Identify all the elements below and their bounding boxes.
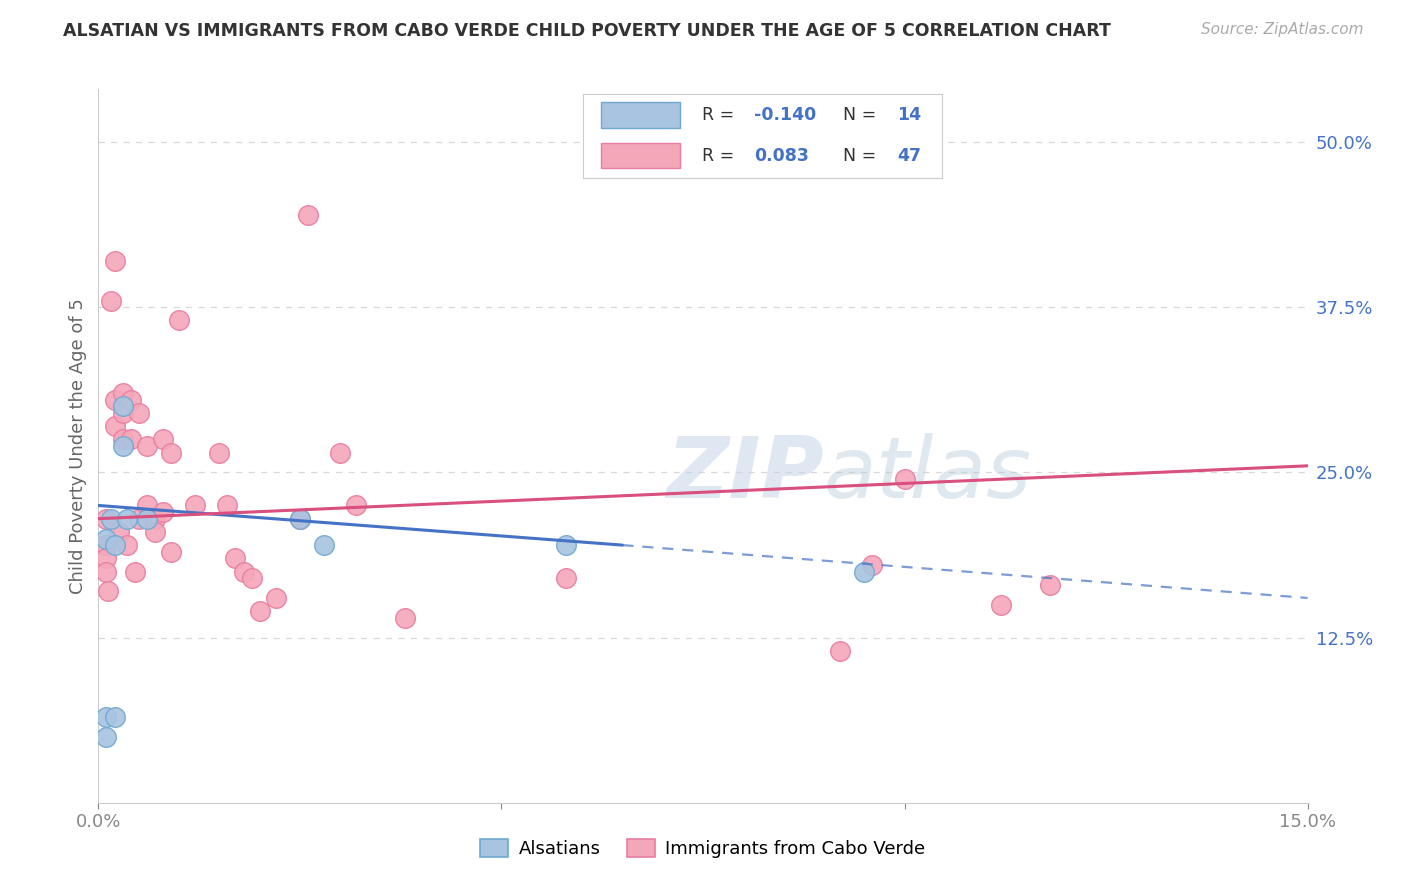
Point xyxy=(853,565,876,579)
Point xyxy=(111,439,134,453)
Point xyxy=(96,710,118,724)
Point xyxy=(103,710,125,724)
Point xyxy=(143,524,166,539)
Point xyxy=(120,392,142,407)
Point xyxy=(860,558,883,572)
Text: 47: 47 xyxy=(897,146,921,164)
Point xyxy=(297,208,319,222)
Point xyxy=(96,551,118,566)
Point xyxy=(152,433,174,447)
Point xyxy=(96,532,118,546)
Text: ZIP: ZIP xyxy=(666,433,824,516)
Point xyxy=(160,545,183,559)
Text: ALSATIAN VS IMMIGRANTS FROM CABO VERDE CHILD POVERTY UNDER THE AGE OF 5 CORRELAT: ALSATIAN VS IMMIGRANTS FROM CABO VERDE C… xyxy=(63,22,1111,40)
Point xyxy=(135,439,157,453)
Text: Source: ZipAtlas.com: Source: ZipAtlas.com xyxy=(1201,22,1364,37)
Point xyxy=(314,538,336,552)
Text: R =: R = xyxy=(702,146,740,164)
Point xyxy=(96,538,118,552)
Point xyxy=(1039,578,1062,592)
Point xyxy=(555,538,578,552)
Point xyxy=(111,406,134,420)
Point xyxy=(264,591,287,605)
Point xyxy=(103,538,125,552)
Text: atlas: atlas xyxy=(824,433,1032,516)
Text: -0.140: -0.140 xyxy=(754,106,815,124)
Point xyxy=(167,313,190,327)
Point xyxy=(124,565,146,579)
Point xyxy=(111,433,134,447)
Y-axis label: Child Poverty Under the Age of 5: Child Poverty Under the Age of 5 xyxy=(69,298,87,594)
Point xyxy=(103,254,125,268)
Point xyxy=(152,505,174,519)
Point xyxy=(107,524,129,539)
Point xyxy=(100,511,122,525)
Point xyxy=(288,511,311,525)
Point xyxy=(555,571,578,585)
Point xyxy=(135,499,157,513)
Text: 14: 14 xyxy=(897,106,921,124)
Text: N =: N = xyxy=(844,146,882,164)
Text: N =: N = xyxy=(844,106,882,124)
Point xyxy=(111,400,134,414)
Point xyxy=(828,644,851,658)
Point xyxy=(96,565,118,579)
Point xyxy=(103,392,125,407)
Point xyxy=(893,472,915,486)
Point xyxy=(240,571,263,585)
Point xyxy=(115,511,138,525)
Point xyxy=(232,565,254,579)
Point xyxy=(288,511,311,525)
Point xyxy=(184,499,207,513)
Point xyxy=(990,598,1012,612)
Text: 0.083: 0.083 xyxy=(754,146,808,164)
Point xyxy=(128,511,150,525)
Text: R =: R = xyxy=(702,106,740,124)
Point xyxy=(111,386,134,401)
Point xyxy=(160,445,183,459)
Point xyxy=(128,406,150,420)
Point xyxy=(100,293,122,308)
Point xyxy=(96,511,118,525)
FancyBboxPatch shape xyxy=(602,143,681,169)
Point xyxy=(217,499,239,513)
Point xyxy=(208,445,231,459)
Point xyxy=(344,499,367,513)
Point xyxy=(394,611,416,625)
Point xyxy=(103,419,125,434)
Point xyxy=(97,584,120,599)
FancyBboxPatch shape xyxy=(602,103,681,128)
Point xyxy=(249,604,271,618)
Point xyxy=(120,433,142,447)
Point xyxy=(115,538,138,552)
Point xyxy=(96,730,118,744)
Point xyxy=(329,445,352,459)
Point xyxy=(224,551,246,566)
Point xyxy=(135,511,157,525)
Legend: Alsatians, Immigrants from Cabo Verde: Alsatians, Immigrants from Cabo Verde xyxy=(474,831,932,865)
Point xyxy=(143,511,166,525)
